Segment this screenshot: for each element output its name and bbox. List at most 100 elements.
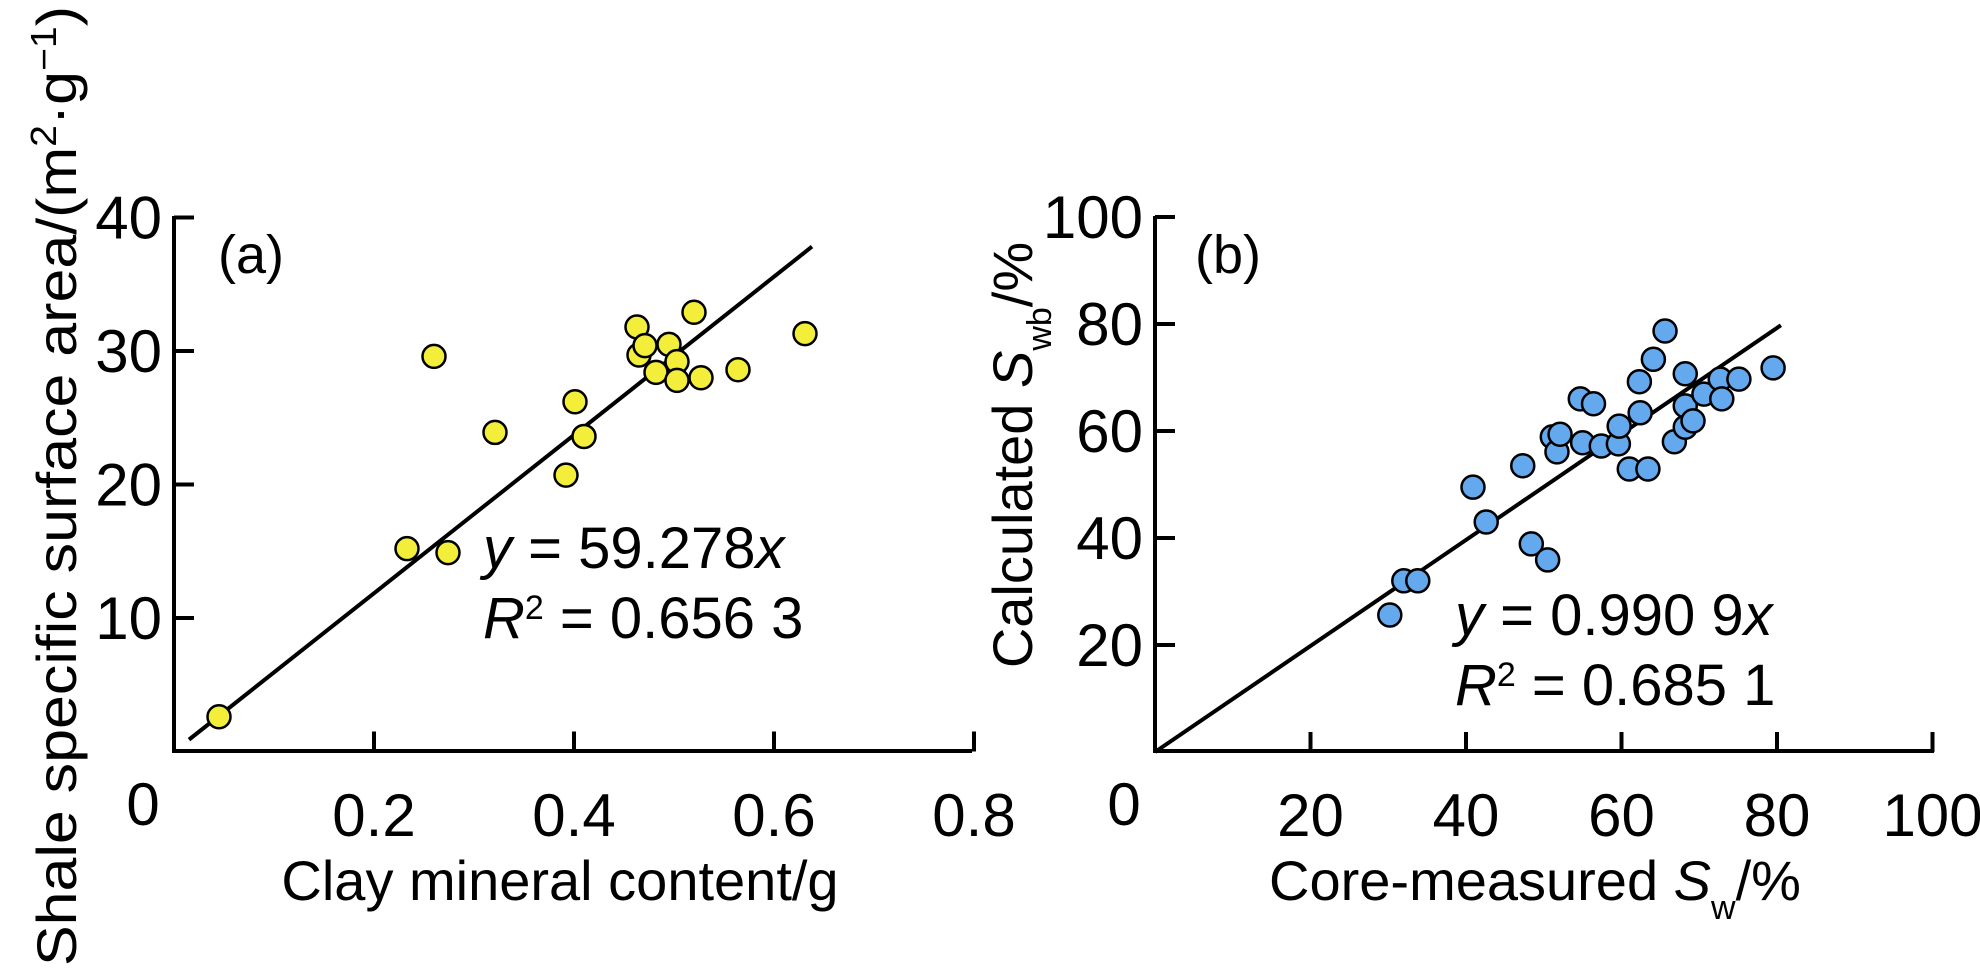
panel-a-data-point xyxy=(571,423,597,450)
panel-b-y-tick-label: 20 xyxy=(1076,612,1143,679)
panel-b-x-title-var: S xyxy=(1674,849,1711,912)
panel-a-data-point xyxy=(553,462,579,488)
panel-b-data-point xyxy=(1672,361,1699,387)
panel-b-data-point xyxy=(1547,421,1573,447)
panel-a-label: (a) xyxy=(218,225,284,285)
panel-b-data-point xyxy=(1760,355,1786,381)
panel-b-x-tick-label: 40 xyxy=(1433,782,1500,849)
panel-b-y-title-main: Calculated xyxy=(981,388,1044,668)
panel-a-data-point xyxy=(632,332,658,359)
panel-a-y-axis-title: Shale specific surface area/(m2·g−1) xyxy=(23,6,89,966)
panel-b-points xyxy=(1377,318,1786,628)
panel-b-r-sup: 2 xyxy=(1497,656,1516,694)
panel-b-r-squared: R2 = 0.685 1 xyxy=(1455,653,1775,718)
panel-a-x-axis-title: Clay mineral content/g xyxy=(281,849,838,912)
panel-a-x-tick-label: 0.4 xyxy=(532,782,615,849)
panel-b-eq-rest: = 0.990 9 xyxy=(1484,583,1744,648)
panel-a-data-point xyxy=(643,359,669,386)
panel-b-y-tick-label: 60 xyxy=(1076,398,1143,465)
panel-a-y-axis-title-end: ) xyxy=(25,6,88,26)
panel-a-data-point xyxy=(562,388,588,415)
panel-b-axes xyxy=(1153,216,1934,753)
panel-b-x-tick-label: 80 xyxy=(1744,782,1811,849)
panel-b-data-point xyxy=(1640,346,1667,373)
panel-b-x-ticks: 20 40 60 80 100 xyxy=(1277,732,1980,849)
panel-b-y-title-sub: wb xyxy=(1021,307,1059,351)
panel-a-data-point xyxy=(435,539,461,566)
panel-b-x-tick-label: 60 xyxy=(1588,782,1655,849)
panel-a-x-tick-label: 0.8 xyxy=(932,782,1015,849)
panel-a-y-tick-label: 10 xyxy=(95,585,162,652)
panel-b-data-point xyxy=(1473,509,1499,535)
panel-b-eq-x: x xyxy=(1741,583,1775,648)
panel-a-fit-line xyxy=(187,245,814,742)
panel-a-data-point xyxy=(421,343,447,370)
panel-a-r-sup: 2 xyxy=(525,589,544,627)
panel-b-y-ticks: 20 40 60 80 100 xyxy=(1043,184,1175,679)
panel-a-y-tick-label: 20 xyxy=(95,452,162,519)
panel-b-y-axis-title: Calculated Swb/% xyxy=(981,242,1059,668)
panel-b-x-title-main: Core-measured xyxy=(1269,849,1674,912)
panel-a-eq-y: y xyxy=(479,516,515,581)
panel-a-data-point xyxy=(792,320,818,347)
panel-a-data-point xyxy=(664,367,690,394)
panel-b-fit-line-group xyxy=(1153,323,1783,754)
panel-a-points xyxy=(206,299,818,730)
panel-b-data-point xyxy=(1635,456,1661,482)
panel-b-x-title-end: /% xyxy=(1736,849,1801,912)
panel-b-y-title-end: /% xyxy=(981,242,1044,307)
panel-b-r-label: R xyxy=(1455,653,1497,718)
panel-b-data-point xyxy=(1627,400,1653,426)
panel-a-y-axis-title-sup2: −1 xyxy=(23,26,64,71)
panel-a-r-rest: = 0.656 3 xyxy=(544,586,804,651)
panel-a-x-tick-label: 0.6 xyxy=(732,782,815,849)
panel-b-data-point xyxy=(1518,531,1545,557)
panel-b-data-point xyxy=(1377,602,1403,628)
panel-b-y-tick-label: 40 xyxy=(1076,505,1143,572)
panel-b-y-title-var: S xyxy=(981,351,1044,388)
panel-a-y-ticks: 10 20 30 40 xyxy=(95,185,194,652)
panel-a-y-tick-label: 40 xyxy=(95,185,162,252)
panel-a-eq-rest: = 59.278 xyxy=(512,516,756,581)
panel-b-data-point xyxy=(1652,318,1678,344)
panel-a-y-tick-label: 30 xyxy=(95,318,162,385)
panel-b-data-point xyxy=(1709,386,1735,412)
panel-a-equation: y = 59.278x xyxy=(479,516,787,581)
panel-b: 20 40 60 80 100 20 40 60 80 100 (b) 0 Core-measu… xyxy=(981,184,1980,927)
panel-a-data-point xyxy=(688,364,714,391)
panel-b-x-tick-label: 20 xyxy=(1277,782,1344,849)
panel-b-fit-line xyxy=(1153,323,1783,754)
panel-a-x-ticks: 0.2 0.4 0.6 0.8 xyxy=(332,731,1016,849)
panel-b-origin-label: 0 xyxy=(1107,771,1140,838)
panel-b-data-point xyxy=(1460,474,1486,500)
panel-a-data-point xyxy=(206,704,232,730)
panel-a-origin-label: 0 xyxy=(126,771,159,838)
panel-b-data-point xyxy=(1534,547,1561,573)
panel-b-data-point xyxy=(1726,366,1752,392)
panel-a-y-axis-title-sup1: 2 xyxy=(23,125,64,147)
panel-b-data-point xyxy=(1606,413,1632,439)
panel-b-data-point xyxy=(1680,408,1706,434)
panel-a-data-point xyxy=(482,419,508,446)
panel-b-x-title-sub: w xyxy=(1710,889,1736,927)
panel-a-data-point xyxy=(725,356,751,383)
panel-a-fit-line-group xyxy=(187,245,814,742)
panel-b-label: (b) xyxy=(1195,225,1261,285)
panel-b-r-rest: = 0.685 1 xyxy=(1516,653,1776,718)
panel-b-y-tick-label: 80 xyxy=(1076,291,1143,358)
panel-a-eq-x: x xyxy=(753,516,787,581)
panel-b-x-tick-label: 100 xyxy=(1882,782,1980,849)
panel-b-data-point xyxy=(1580,390,1607,417)
panel-a: 10 20 30 40 0.2 0.4 0.6 0.8 (a) 0 Clay mineral… xyxy=(23,6,1016,966)
panel-b-eq-y: y xyxy=(1451,583,1487,648)
panel-a-r-label: R xyxy=(483,586,525,651)
panel-b-x-axis-title: Core-measured Sw/% xyxy=(1269,849,1801,927)
panel-b-equation: y = 0.990 9x xyxy=(1451,583,1775,648)
panel-b-y-tick-label: 100 xyxy=(1043,184,1143,251)
panel-a-x-tick-label: 0.2 xyxy=(332,782,415,849)
panel-a-y-axis-title-main: Shale specific surface area/(m xyxy=(25,147,88,966)
panel-b-data-point xyxy=(1510,453,1536,479)
panel-a-r-squared: R2 = 0.656 3 xyxy=(483,586,803,651)
panel-a-y-axis-title-mid: ·g xyxy=(25,71,88,125)
